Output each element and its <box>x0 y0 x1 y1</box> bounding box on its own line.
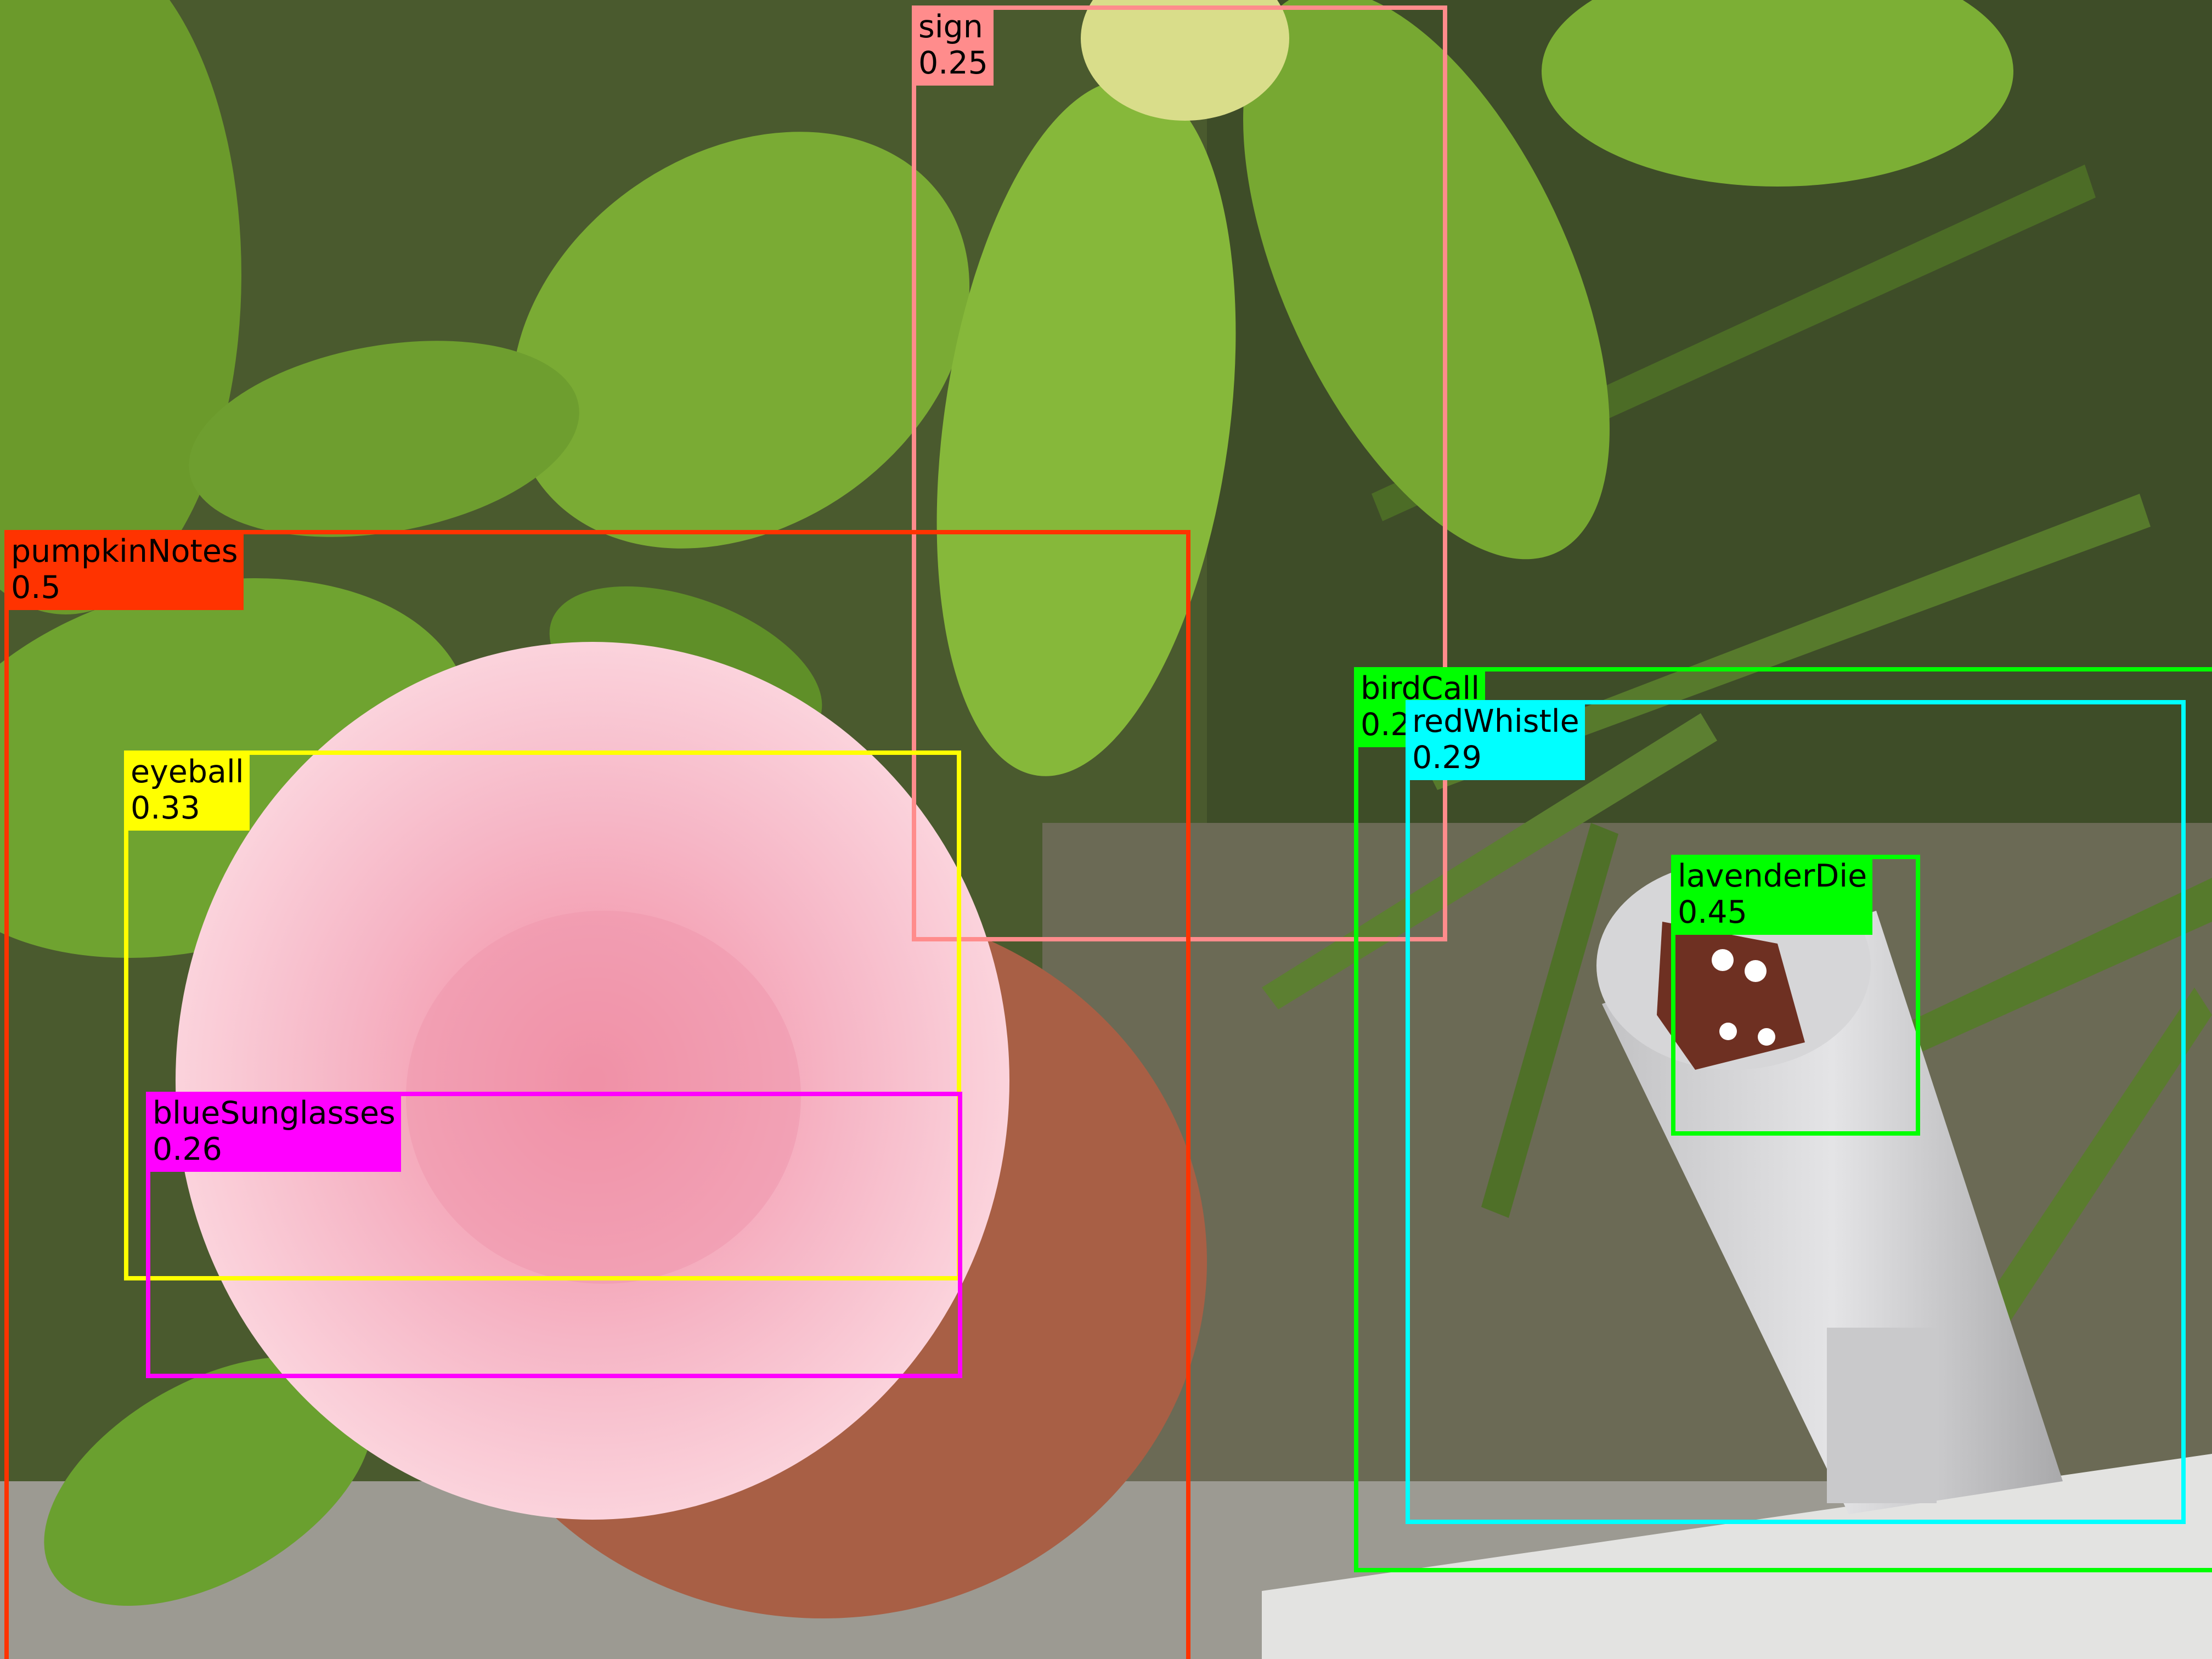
detection-label-lavender-die: lavenderDie 0.45 <box>1671 855 1873 935</box>
detection-box-eyeball: eyeball 0.33 <box>124 751 961 1280</box>
detection-class: redWhistle <box>1412 703 1579 740</box>
detection-score: 0.25 <box>918 45 988 81</box>
detection-label-eyeball: eyeball 0.33 <box>124 751 250 831</box>
detection-score: 0.2 <box>1361 707 1410 743</box>
detection-box-red-whistle: redWhistle 0.29 <box>1406 700 2186 1524</box>
detection-label-blue-sunglasses: blueSunglasses 0.26 <box>146 1092 401 1172</box>
detection-label-pumpkin-notes: pumpkinNotes 0.5 <box>4 530 244 610</box>
detection-label-sign: sign 0.25 <box>912 5 994 86</box>
detection-score: 0.45 <box>1678 894 1747 930</box>
detection-score: 0.26 <box>153 1131 222 1167</box>
detection-class: pumpkinNotes <box>11 533 238 569</box>
detection-box-pumpkin-notes: pumpkinNotes 0.5 <box>4 530 1190 1659</box>
detection-class: lavenderDie <box>1678 858 1867 894</box>
detection-class: sign <box>918 9 983 45</box>
detection-score: 0.33 <box>131 790 200 826</box>
detection-class: blueSunglasses <box>153 1095 396 1131</box>
detection-box-lavender-die: lavenderDie 0.45 <box>1671 855 1920 1136</box>
detection-score: 0.5 <box>11 569 61 606</box>
detection-box-blue-sunglasses: blueSunglasses 0.26 <box>146 1092 962 1378</box>
detection-score: 0.29 <box>1412 740 1482 776</box>
detection-box-sign: sign 0.25 <box>912 5 1447 941</box>
detection-label-red-whistle: redWhistle 0.29 <box>1406 700 1585 780</box>
detection-class: eyeball <box>131 754 244 790</box>
